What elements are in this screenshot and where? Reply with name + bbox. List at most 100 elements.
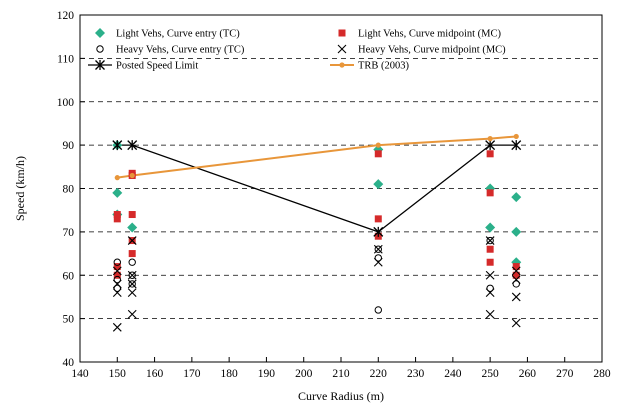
- series-3-point-0: [112, 266, 122, 276]
- series-0-point-9: [511, 226, 522, 237]
- series-2-point-0: [113, 258, 121, 266]
- legend-item-1: Light Vehs, Curve midpoint (MC): [338, 29, 502, 40]
- series-3-point-6: [127, 279, 137, 289]
- series-3-point-4: [127, 236, 137, 245]
- x-tick-label-280: 280: [593, 368, 611, 380]
- y-tick-label-110: 110: [57, 53, 74, 65]
- series-0-point-3: [127, 222, 138, 233]
- grid: [80, 57, 602, 320]
- legend-label-0: Light Vehs, Curve entry (TC): [116, 29, 240, 40]
- plot-series: [112, 133, 522, 332]
- series-3-point-18: [511, 292, 521, 302]
- x-axis-title: Curve Radius (m): [298, 389, 384, 403]
- series-0-point-1: [112, 187, 123, 198]
- series-3-point-10: [373, 244, 383, 254]
- legend-marker-1: [338, 29, 346, 37]
- series-1-point-14: [486, 245, 494, 253]
- series-2-point-10: [486, 284, 494, 292]
- series-2-point-8: [374, 306, 382, 314]
- series-4-point-3: [485, 140, 496, 151]
- series-1-point-17: [512, 271, 520, 279]
- x-tick-label-270: 270: [556, 368, 574, 380]
- series-1-point-9: [374, 150, 382, 158]
- series-3-point-3: [112, 322, 122, 332]
- x-tick-label-170: 170: [183, 368, 201, 380]
- series-1-point-15: [486, 258, 494, 266]
- series-0-point-8: [511, 192, 522, 203]
- legend-label-4: Posted Speed Limit: [116, 61, 198, 72]
- legend-item-3: Heavy Vehs, Curve midpoint (MC): [337, 44, 506, 56]
- legend-marker-3: [337, 44, 347, 54]
- legend-marker-2: [96, 45, 104, 53]
- series-2-point-2: [113, 284, 121, 292]
- series-2-point-7: [374, 254, 382, 262]
- legend-marker-5: [339, 62, 345, 68]
- series-3-point-11: [373, 257, 383, 267]
- series-3-point-5: [127, 270, 137, 280]
- y-tick-label-70: 70: [63, 227, 75, 239]
- y-tick-label-50: 50: [63, 314, 75, 326]
- series-4-point-4: [511, 140, 522, 151]
- series-1-point-16: [512, 263, 520, 271]
- series-1-point-12: [486, 150, 494, 158]
- legend-item-2: Heavy Vehs, Curve entry (TC): [96, 45, 245, 56]
- series-5-point-2: [375, 142, 381, 148]
- x-tick-label-180: 180: [221, 368, 239, 380]
- series-5-point-1: [129, 172, 135, 179]
- y-tick-label-60: 60: [63, 270, 75, 282]
- series-1-point-6: [128, 211, 136, 219]
- series-3-point-19: [511, 318, 521, 328]
- y-tick-label-40: 40: [63, 357, 75, 369]
- series-2-point-9: [486, 236, 494, 245]
- series-3-point-13: [485, 270, 495, 280]
- x-tick-label-220: 220: [370, 368, 388, 380]
- series-3-point-17: [511, 275, 521, 284]
- series-5-point-0: [114, 175, 120, 181]
- x-tick-label-240: 240: [444, 368, 462, 380]
- legend-label-2: Heavy Vehs, Curve entry (TC): [116, 45, 245, 56]
- series-2-point-3: [128, 258, 136, 266]
- series-3-point-14: [485, 288, 495, 297]
- series-4-point-2: [373, 226, 384, 237]
- series-3-point-12: [485, 236, 495, 245]
- x-tick-label-260: 260: [519, 368, 537, 380]
- series-2-point-11: [512, 280, 520, 288]
- series-4-point-0: [112, 140, 123, 151]
- x-tick-label-230: 230: [407, 368, 425, 380]
- x-tick-label-210: 210: [332, 368, 350, 380]
- series-5-point-4: [513, 133, 519, 140]
- legend-label-5: TRB (2003): [358, 61, 410, 72]
- legend-marker-4: [95, 60, 105, 70]
- x-tick-label-160: 160: [146, 368, 164, 380]
- axis-ticks: 40 50 60 70 80 90 100 110 120 140 150 160 170 180 190 2…: [57, 10, 611, 380]
- x-tick-label-250: 250: [482, 368, 500, 380]
- x-tick-label-140: 140: [71, 368, 89, 380]
- y-axis-title: Speed (km/h): [13, 156, 27, 221]
- series-1-point-10: [374, 215, 382, 223]
- legend-item-0: Light Vehs, Curve entry (TC): [95, 28, 240, 40]
- y-tick-label-90: 90: [63, 140, 75, 152]
- legend-item-5: TRB (2003): [330, 61, 410, 72]
- series-4-point-1: [127, 140, 138, 151]
- x-tick-label-200: 200: [295, 368, 313, 380]
- series-3-point-16: [511, 266, 521, 276]
- x-tick-label-190: 190: [258, 368, 276, 380]
- legend-label-1: Light Vehs, Curve midpoint (MC): [358, 29, 502, 40]
- series-2-point-1: [113, 275, 121, 284]
- legend-marker-0: [95, 28, 105, 38]
- series-1-point-1: [113, 215, 121, 223]
- series-0-point-4: [373, 179, 384, 190]
- x-tick-label-150: 150: [109, 368, 127, 380]
- series-3-point-1: [112, 279, 122, 289]
- series-3-point-15: [485, 309, 495, 319]
- series-3-point-2: [112, 288, 122, 297]
- series-1-point-3: [113, 271, 121, 279]
- series-0-point-7: [485, 222, 496, 233]
- series-2-point-6: [374, 245, 382, 253]
- series-3-point-8: [127, 309, 137, 319]
- series-2-point-5: [128, 280, 136, 288]
- series-2-point-4: [128, 271, 136, 279]
- series-1-point-8: [128, 250, 136, 258]
- series-1-point-13: [486, 189, 494, 197]
